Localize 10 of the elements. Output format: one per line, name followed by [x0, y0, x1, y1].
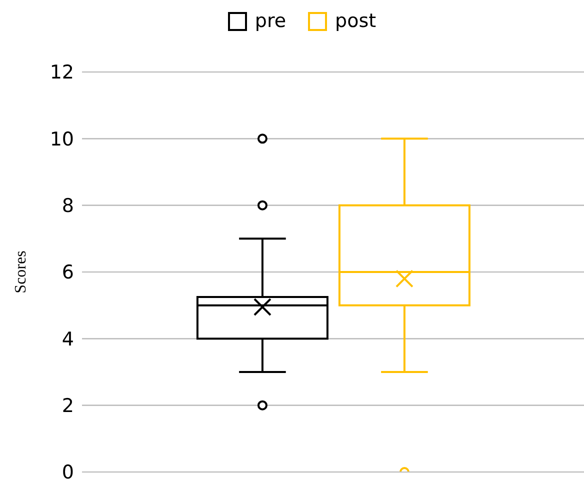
y-tick-label: 4: [62, 328, 74, 350]
y-tick-label: 6: [62, 262, 74, 284]
y-tick-label: 10: [50, 128, 74, 150]
y-tick-label: 0: [62, 462, 74, 484]
y-tick-label: 2: [62, 395, 74, 418]
y-tick-label: 8: [62, 195, 74, 218]
y-tick-label: 12: [50, 62, 74, 84]
legend-label: pre: [254, 10, 286, 32]
legend-label: post: [335, 10, 376, 32]
y-axis-title: Scores: [12, 250, 30, 294]
